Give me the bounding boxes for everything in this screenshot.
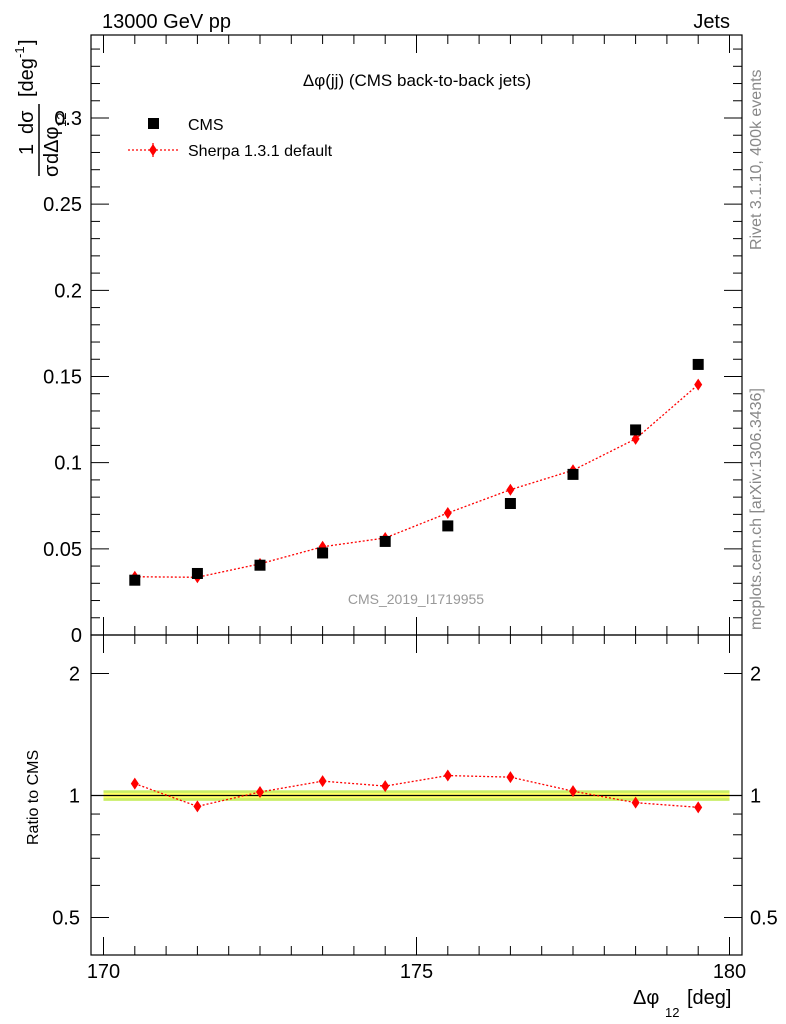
- sherpa-point: [694, 378, 703, 391]
- y-tick-label: 0.25: [43, 194, 82, 216]
- y-tick-label: 0.15: [43, 367, 82, 389]
- x-tick-label: 170: [87, 961, 120, 983]
- ratio-sherpa-line: [134, 774, 699, 808]
- ratio-sherpa-point: [569, 785, 577, 798]
- sherpa-line: [134, 384, 699, 578]
- ylabel-den-sub: 12: [54, 113, 69, 127]
- sherpa-point: [631, 432, 640, 445]
- header-right-label: Jets: [693, 11, 730, 33]
- rivet-label: Rivet 3.1.10, 400k events: [748, 69, 765, 250]
- ratio-sherpa-point: [318, 775, 327, 788]
- xlabel-main: Δφ: [633, 987, 659, 1009]
- cms-point: [129, 574, 141, 586]
- ratio-sherpa-point: [130, 777, 139, 790]
- cms-point: [630, 424, 642, 436]
- y-tick-label: 0.3: [54, 108, 82, 130]
- main-title: Δφ(jj) (CMS back-to-back jets): [303, 71, 531, 90]
- legend-sherpa-marker: [149, 144, 157, 156]
- main-panel: Δφ(jj) (CMS back-to-back jets) CMS_2019_…: [12, 34, 743, 647]
- main-sherpa-series: [130, 378, 703, 584]
- legend-cms-marker: [148, 118, 159, 129]
- y-tick-label: 0.2: [54, 280, 82, 302]
- ratio-sherpa-point: [506, 771, 515, 784]
- main-tick-labels: 0 0.05 0.1 0.15 0.2 0.25 0.3: [43, 108, 82, 647]
- ylabel-num-left: 1: [16, 144, 38, 155]
- ylabel-den-left: σ: [41, 164, 63, 177]
- main-cms-series: [129, 358, 704, 586]
- ylabel-unit-sup: -1: [12, 46, 27, 58]
- legend-cms-label: CMS: [188, 117, 224, 134]
- ylabel-den-right: dΔφ: [41, 127, 63, 164]
- ratio-y-tick-label-left: 2: [69, 664, 80, 686]
- y-tick-label: 0.05: [43, 539, 82, 561]
- ratio-y-tick-label-right: 0.5: [750, 908, 778, 930]
- ratio-sherpa-point: [193, 800, 202, 813]
- ratio-sherpa-point: [256, 786, 264, 799]
- ratio-sherpa-point: [381, 780, 390, 793]
- ratio-y-axis-label: Ratio to CMS: [25, 750, 42, 845]
- x-axis-label: Δφ 12 [deg]: [633, 987, 731, 1020]
- sherpa-point: [506, 483, 515, 496]
- cms-point: [504, 498, 516, 510]
- header-left-label: 13000 GeV pp: [102, 11, 231, 33]
- ratio-sherpa-series: [130, 769, 703, 814]
- ratio-sherpa-point: [443, 769, 452, 782]
- ylabel-num-right: dσ: [16, 110, 38, 134]
- ratio-y-tick-label-left: 0.5: [52, 908, 80, 930]
- cms-point: [191, 567, 203, 579]
- x-tick-label: 180: [713, 961, 746, 983]
- legend: CMS Sherpa 1.3.1 default: [128, 117, 333, 160]
- ylabel-unit-close: ]: [16, 39, 38, 45]
- xlabel-sub: 12: [665, 1005, 679, 1020]
- y-tick-label: 0: [71, 625, 82, 647]
- main-axis-ticks: [91, 35, 742, 635]
- sherpa-point: [443, 506, 452, 519]
- cms-point: [692, 358, 704, 370]
- y-tick-label: 0.1: [54, 453, 82, 475]
- watermark: CMS_2019_I1719955: [348, 591, 484, 607]
- ylabel-unit: [deg: [16, 58, 38, 97]
- xlabel-unit: [deg]: [687, 987, 731, 1009]
- ratio-y-tick-label-right: 2: [750, 664, 761, 686]
- ratio-tick-labels: 0.5 0.5 1 1 2 2 170 175 180: [52, 664, 778, 984]
- ratio-sherpa-point: [694, 801, 703, 814]
- cms-point: [442, 520, 454, 532]
- ratio-y-tick-label-right: 1: [750, 786, 761, 808]
- cms-point: [317, 547, 329, 559]
- ratio-y-tick-label-left: 1: [69, 786, 80, 808]
- legend-sherpa-label: Sherpa 1.3.1 default: [188, 143, 333, 160]
- ratio-axis-ticks: [91, 635, 742, 955]
- mcplots-label: mcplots.cern.ch [arXiv:1306.3436]: [748, 388, 765, 630]
- cms-point: [254, 559, 266, 571]
- main-y-axis-label: 1 dσ σ dΔφ 12 [deg -1 ]: [12, 39, 69, 177]
- cms-point: [379, 535, 391, 547]
- x-tick-label: 175: [400, 961, 433, 983]
- cms-point: [567, 468, 579, 480]
- ratio-sherpa-point: [631, 796, 640, 809]
